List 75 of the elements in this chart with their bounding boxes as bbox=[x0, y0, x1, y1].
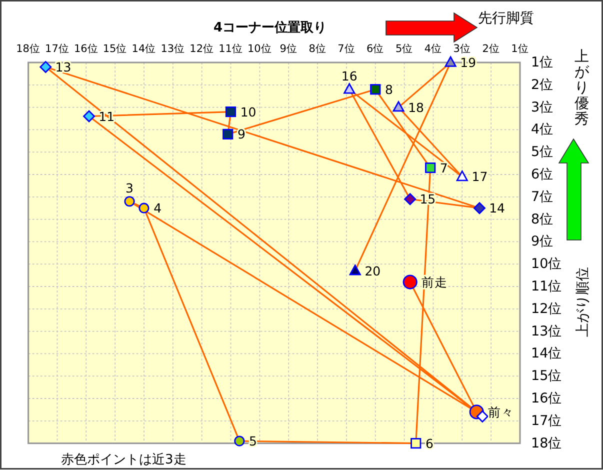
point bbox=[410, 438, 422, 449]
point bbox=[344, 83, 356, 94]
point bbox=[222, 128, 234, 140]
point bbox=[425, 162, 436, 174]
x-tick-label: 15位 bbox=[102, 43, 128, 55]
text: 先行脚質 bbox=[478, 10, 534, 26]
x-tick-label: 12位 bbox=[190, 43, 214, 55]
series-label: 14 bbox=[489, 200, 506, 216]
y-tick-label: 1位 bbox=[531, 54, 554, 70]
series-label: 8 bbox=[384, 82, 393, 97]
point bbox=[234, 436, 245, 446]
series-label: 9 bbox=[237, 126, 246, 142]
x-tick-label: 3位 bbox=[453, 43, 471, 55]
point bbox=[225, 106, 236, 118]
point bbox=[40, 60, 52, 73]
x-axis-title: 4コーナー位置取り bbox=[213, 20, 327, 36]
y-tick-label: 16位 bbox=[531, 390, 562, 406]
y-tick-label: 11位 bbox=[531, 278, 562, 294]
series-label: 4 bbox=[154, 200, 162, 216]
y-tick-label: 17位 bbox=[531, 412, 562, 429]
text: 赤色ポイントは近3走 bbox=[61, 452, 186, 468]
x-tick-label: 14位 bbox=[132, 43, 156, 55]
y-axis-title: 上がり順位 bbox=[575, 267, 591, 337]
x-tick-label: 13位 bbox=[160, 43, 186, 55]
y-tick-label: 13位 bbox=[531, 323, 562, 340]
point bbox=[370, 84, 381, 95]
point bbox=[124, 196, 135, 207]
x-tick-label: 1位 bbox=[511, 43, 529, 55]
y-tick-label: 9位 bbox=[531, 234, 554, 250]
point bbox=[138, 202, 150, 214]
series-label: 19 bbox=[460, 55, 476, 70]
x-tick-label: 4位 bbox=[424, 43, 442, 55]
y-tick-label: 4位 bbox=[531, 122, 554, 138]
point bbox=[456, 170, 468, 182]
point bbox=[402, 274, 418, 290]
y-tick-label: 6位 bbox=[531, 166, 554, 182]
series-label: 6 bbox=[425, 436, 434, 451]
series-label: 20 bbox=[364, 263, 381, 278]
point bbox=[349, 264, 361, 276]
point bbox=[83, 110, 96, 122]
x-tick-label: 2位 bbox=[482, 43, 500, 55]
point bbox=[392, 101, 404, 112]
y-tick-label: 10位 bbox=[531, 256, 562, 272]
y-tick-label: 3位 bbox=[531, 99, 554, 116]
y-tick-label: 15位 bbox=[531, 368, 562, 384]
series-label: 前々 bbox=[488, 404, 514, 420]
series-label: 7 bbox=[440, 160, 448, 176]
x-tick-label: 6位 bbox=[366, 43, 384, 55]
series-label: 16 bbox=[341, 68, 358, 84]
text: 上がり優秀 bbox=[574, 48, 590, 128]
y-tick-label: 14位 bbox=[531, 346, 562, 362]
x-tick-label: 8位 bbox=[308, 43, 326, 55]
point bbox=[404, 193, 416, 206]
x-tick-label: 9位 bbox=[280, 43, 298, 55]
x-tick-label: 18位 bbox=[16, 43, 40, 55]
series-label: 3 bbox=[126, 180, 134, 196]
series-label: 10 bbox=[240, 104, 256, 120]
series-label: 17 bbox=[472, 169, 488, 184]
y-tick-label: 12位 bbox=[531, 300, 562, 317]
x-tick-label: 7位 bbox=[338, 43, 356, 55]
x-tick-label: 17位 bbox=[45, 43, 70, 55]
y-tick-label: 7位 bbox=[531, 188, 554, 205]
x-tick-label: 16位 bbox=[74, 43, 98, 55]
x-tick-label: 5位 bbox=[395, 43, 414, 55]
point bbox=[474, 202, 486, 214]
point bbox=[444, 56, 456, 67]
y-tick-label: 18位 bbox=[531, 435, 562, 452]
series-label: 18 bbox=[408, 100, 424, 115]
point bbox=[476, 410, 488, 422]
x-tick-label: 11位 bbox=[218, 43, 243, 55]
y-tick-label: 2位 bbox=[531, 76, 554, 93]
x-tick-label: 10位 bbox=[248, 43, 272, 55]
series-label: 13 bbox=[55, 59, 72, 74]
y-tick-label: 5位 bbox=[531, 144, 554, 160]
y-tick-label: 8位 bbox=[531, 211, 554, 228]
